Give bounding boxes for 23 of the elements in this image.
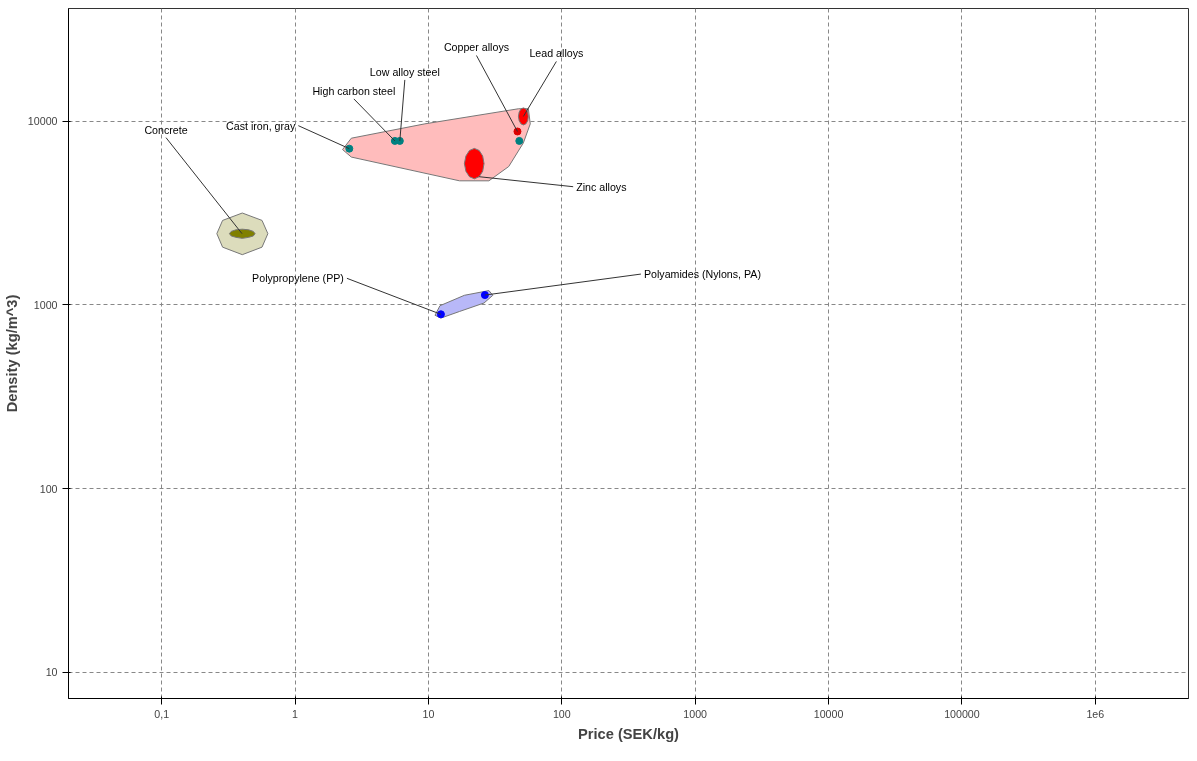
annotation: Cast iron, gray	[226, 119, 296, 132]
annotation: Low alloy steel	[369, 65, 440, 78]
annotation: Copper alloys	[443, 41, 510, 54]
y-tick-label: 1000	[33, 298, 58, 311]
annotation: Zinc alloys	[576, 180, 627, 193]
annotation: Polypropylene (PP)	[252, 272, 344, 285]
x-tick-label: 0,1	[154, 707, 170, 720]
x-tick-label: 1e6	[1086, 707, 1105, 720]
x-tick-label: 100000	[944, 707, 980, 720]
y-tick-label: 10	[45, 666, 58, 679]
annotation: Concrete	[144, 123, 188, 136]
y-tick-label: 10000	[27, 115, 58, 128]
x-tick-label: 100	[552, 707, 571, 720]
y-axis-title: Density (kg/m^3)	[3, 294, 20, 413]
annotation: High carbon steel	[312, 84, 396, 97]
x-tick-label: 10000	[813, 707, 844, 720]
annotation: Lead alloys	[529, 47, 584, 60]
x-tick-label: 10	[422, 707, 435, 720]
y-tick-label: 100	[39, 482, 58, 495]
x-axis-title: Price (SEK/kg)	[578, 725, 680, 742]
annotation: Polyamides (Nylons, PA)	[643, 268, 761, 281]
x-tick-label: 1	[292, 707, 299, 720]
x-tick-label: 1000	[683, 707, 708, 720]
